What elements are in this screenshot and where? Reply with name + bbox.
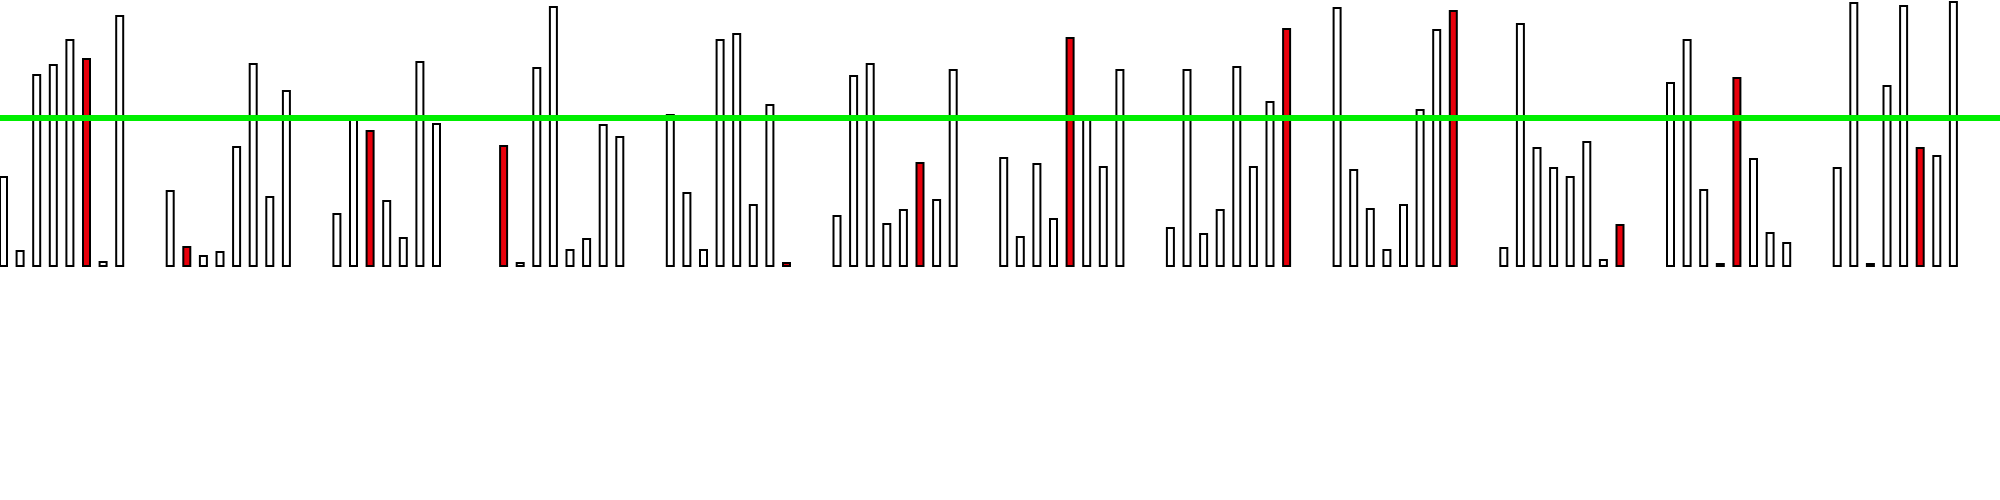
- bar-highlighted: [915, 162, 925, 267]
- bar: [582, 238, 592, 267]
- bar: [682, 192, 692, 267]
- bar: [865, 63, 875, 267]
- bar: [1098, 166, 1108, 267]
- bar: [1865, 263, 1875, 267]
- bar: [1265, 101, 1275, 267]
- bar: [699, 249, 708, 267]
- bar: [281, 90, 291, 267]
- bar: [65, 39, 75, 267]
- bar: [1749, 158, 1758, 267]
- bar: [548, 6, 558, 267]
- bar-highlighted: [1282, 28, 1292, 267]
- bar: [1882, 85, 1892, 267]
- bar: [415, 61, 425, 267]
- bar: [1115, 69, 1125, 267]
- bar: [1232, 66, 1242, 267]
- bar: [732, 33, 742, 267]
- bar: [948, 69, 958, 267]
- bar: [1082, 117, 1092, 267]
- bar: [232, 146, 242, 267]
- bar: [615, 136, 625, 267]
- bar: [1199, 233, 1209, 267]
- bar: [1349, 169, 1359, 267]
- bar-highlighted: [1448, 10, 1458, 267]
- bar: [1782, 242, 1792, 267]
- bar: [882, 223, 892, 267]
- bar-highlighted: [182, 246, 192, 267]
- bar: [1666, 82, 1675, 267]
- bar: [665, 114, 675, 267]
- bar-highlighted: [1065, 37, 1075, 267]
- bar: [832, 215, 842, 267]
- bar: [1015, 236, 1025, 267]
- bar: [1499, 247, 1509, 267]
- bar: [1849, 2, 1859, 267]
- bar: [248, 63, 258, 267]
- bar: [349, 118, 358, 267]
- bar: [1032, 163, 1042, 267]
- bar: [265, 196, 275, 267]
- bar: [382, 200, 392, 267]
- bar: [1948, 1, 1958, 267]
- bar-highlighted: [1615, 224, 1625, 267]
- bar: [565, 249, 575, 267]
- bar: [398, 237, 408, 267]
- bar: [215, 251, 225, 267]
- bar: [1215, 209, 1225, 267]
- bar: [165, 190, 175, 267]
- bar: [999, 157, 1009, 267]
- bar: [532, 67, 542, 267]
- bar: [1699, 189, 1709, 267]
- bar: [32, 74, 42, 267]
- bar: [432, 123, 441, 267]
- bar: [1399, 204, 1408, 267]
- bar: [1332, 7, 1342, 267]
- bar: [98, 261, 108, 267]
- bar: [1365, 208, 1375, 267]
- bar: [1182, 69, 1192, 267]
- bar: [198, 255, 208, 267]
- bar: [1248, 166, 1258, 267]
- bar: [1899, 5, 1909, 267]
- bar: [765, 104, 775, 267]
- bar: [1765, 232, 1775, 267]
- bar: [1565, 176, 1575, 267]
- bar: [1415, 109, 1425, 267]
- bar: [1932, 155, 1942, 267]
- bar: [332, 213, 342, 267]
- bar: [115, 15, 125, 267]
- bar: [1598, 259, 1608, 267]
- bar: [849, 75, 859, 267]
- bar: [715, 39, 725, 267]
- bar-highlighted: [1915, 147, 1925, 267]
- bar: [15, 250, 25, 267]
- bar: [1532, 147, 1542, 267]
- bar-highlighted: [782, 262, 791, 267]
- bar: [1549, 167, 1559, 267]
- bar: [1832, 167, 1842, 267]
- bar: [1382, 249, 1392, 267]
- bar: [1049, 218, 1058, 267]
- bar: [748, 204, 758, 267]
- bar: [932, 199, 942, 267]
- bar: [1165, 227, 1175, 267]
- bar: [515, 262, 525, 267]
- bar: [48, 64, 58, 267]
- bar: [898, 209, 908, 267]
- bar: [1432, 29, 1442, 267]
- bar-highlighted: [365, 130, 375, 267]
- bar-highlighted: [1732, 77, 1742, 267]
- bar-highlighted: [82, 58, 91, 267]
- bar: [1715, 263, 1725, 267]
- bar-highlighted: [499, 145, 509, 267]
- bar: [1515, 23, 1525, 267]
- bar: [0, 176, 8, 267]
- bar: [1582, 141, 1592, 267]
- bars-layer: [0, 1, 1958, 267]
- bar: [1682, 39, 1692, 267]
- bar: [598, 124, 608, 267]
